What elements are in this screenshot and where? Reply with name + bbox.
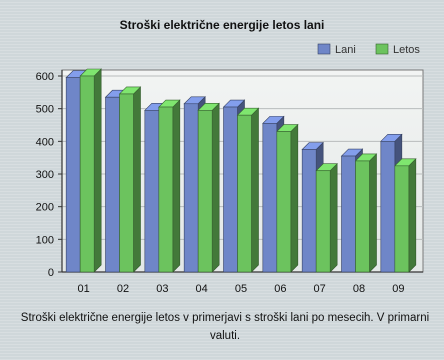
x-tick-label: 06: [274, 283, 286, 295]
legend: Lani Letos: [317, 43, 420, 56]
bar-side: [172, 99, 181, 273]
x-tick-label: 08: [353, 283, 365, 295]
bar-front: [144, 110, 160, 273]
x-tick-label: 02: [117, 283, 129, 295]
bar-front: [119, 93, 134, 273]
y-tick-label: 400: [36, 136, 54, 148]
bars: [65, 68, 417, 273]
bar-side: [251, 107, 259, 273]
x-tick-label: 03: [156, 283, 168, 295]
bar-front: [315, 170, 331, 273]
legend-label-lani: Lani: [335, 44, 356, 56]
bar-letos-03: [158, 99, 181, 273]
bar-side: [408, 158, 417, 273]
x-tick-label: 04: [196, 283, 208, 295]
bar-letos-06: [276, 123, 299, 273]
bar-letos-08: [354, 153, 378, 273]
bar-side: [133, 86, 141, 273]
bar-letos-07: [315, 163, 338, 273]
bar-side: [369, 153, 377, 273]
bar-front: [197, 110, 213, 273]
bar-front: [394, 165, 410, 273]
bar-side: [93, 68, 102, 273]
bar-front: [301, 149, 317, 273]
x-tick-label: 01: [78, 283, 90, 295]
legend-label-letos: Letos: [393, 44, 420, 56]
y-tick-label: 100: [36, 234, 54, 246]
bar-front: [380, 141, 396, 273]
x-axis-ticks: 01 02 03 04 05 06 07 08 09: [78, 283, 405, 295]
chart-title: Stroški električne energije letos lani: [119, 18, 325, 32]
y-tick-label: 0: [48, 267, 54, 279]
bar-letos-04: [197, 102, 220, 273]
bar-side: [211, 102, 220, 273]
y-tick-label: 600: [36, 71, 54, 83]
bar-front: [183, 103, 199, 273]
y-tick-label: 500: [36, 104, 54, 116]
legend-swatch-lani: [317, 43, 331, 55]
bar-letos-01: [79, 68, 102, 273]
bar-front: [79, 75, 95, 273]
y-tick-label: 300: [36, 169, 54, 181]
bar-front: [276, 131, 292, 273]
bar-chart: 0 100 200 300 400 500 600 01 02 03 04 05 06 07 08 09 L…: [36, 43, 424, 295]
bar-front: [105, 96, 120, 273]
bar-front: [355, 160, 370, 273]
y-axis-ticks: 0 100 200 300 400 500 600: [36, 71, 62, 279]
chart-caption: Stroški električne energije letos v prim…: [20, 312, 430, 342]
x-tick-label: 05: [235, 283, 247, 295]
bar-letos-02: [118, 86, 142, 273]
bar-side: [290, 123, 299, 273]
legend-swatch-letos: [375, 43, 389, 55]
bar-front: [237, 114, 252, 273]
bar-front: [262, 123, 278, 273]
bar-letos-09: [394, 158, 417, 273]
x-tick-label: 09: [392, 283, 404, 295]
y-tick-label: 200: [36, 202, 54, 214]
bar-front: [158, 106, 174, 273]
bar-front: [65, 77, 81, 273]
bar-front: [223, 106, 238, 273]
bar-letos-05: [236, 107, 260, 273]
x-tick-label: 07: [314, 283, 326, 295]
bar-side: [329, 163, 338, 273]
bar-front: [341, 155, 356, 273]
